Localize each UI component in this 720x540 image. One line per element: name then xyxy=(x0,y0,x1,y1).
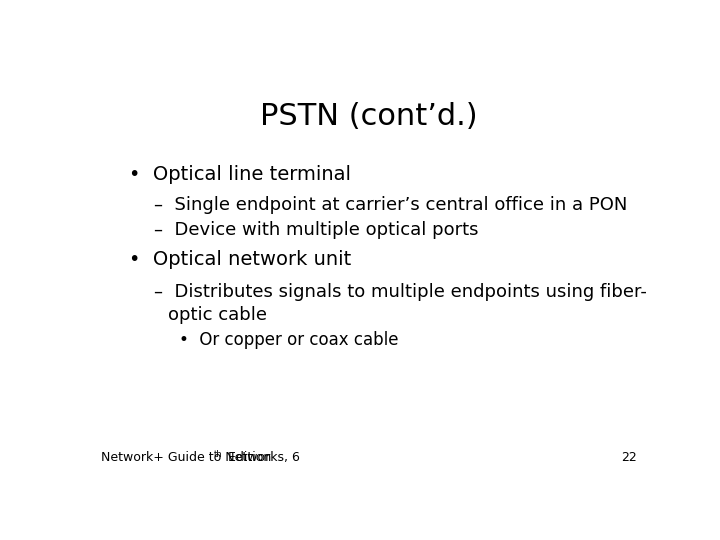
Text: •  Optical line terminal: • Optical line terminal xyxy=(129,165,351,184)
Text: –  Device with multiple optical ports: – Device with multiple optical ports xyxy=(154,221,479,239)
Text: Edition: Edition xyxy=(224,451,271,464)
Text: •  Optical network unit: • Optical network unit xyxy=(129,250,351,269)
Text: –  Single endpoint at carrier’s central office in a PON: – Single endpoint at carrier’s central o… xyxy=(154,196,628,214)
Text: optic cable: optic cable xyxy=(168,306,267,324)
Text: •  Or copper or coax cable: • Or copper or coax cable xyxy=(179,331,399,349)
Text: th: th xyxy=(214,450,222,459)
Text: PSTN (cont’d.): PSTN (cont’d.) xyxy=(260,102,478,131)
Text: –  Distributes signals to multiple endpoints using fiber-: – Distributes signals to multiple endpoi… xyxy=(154,283,647,301)
Text: Network+ Guide to Networks, 6: Network+ Guide to Networks, 6 xyxy=(101,451,300,464)
Text: 22: 22 xyxy=(621,451,637,464)
